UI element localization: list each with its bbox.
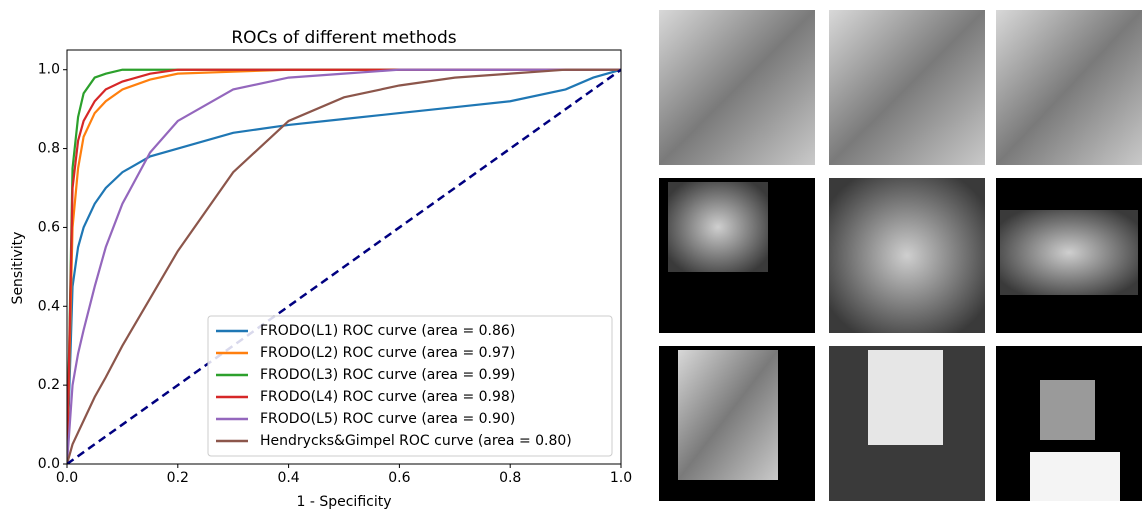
xray-image (996, 10, 1142, 165)
y-tick-label: 0.6 (38, 219, 60, 235)
x-axis-label: 1 - Specificity (296, 494, 391, 510)
xray-image (829, 178, 985, 333)
xray-detail (1000, 210, 1138, 295)
xray-image (829, 10, 985, 165)
roc-curve (67, 68, 621, 464)
legend-label: FRODO(L5) ROC curve (area = 0.90) (260, 411, 515, 427)
plot-frame (66, 49, 622, 465)
legend-label: FRODO(L2) ROC curve (area = 0.97) (260, 345, 515, 361)
y-axis-label: Sensitivity (10, 232, 26, 305)
y-tick-label: 0.2 (38, 377, 60, 393)
y-tick-label: 0.0 (38, 456, 60, 472)
xray-detail (668, 182, 768, 272)
chart-title: ROCs of different methods (231, 28, 456, 48)
x-tick-label: 0.2 (167, 470, 189, 486)
xray-detail (678, 350, 778, 480)
y-tick-label: 0.4 (38, 298, 60, 314)
xray-detail (1040, 380, 1095, 440)
x-tick-label: 0.0 (56, 470, 78, 486)
y-tick-label: 0.8 (38, 141, 60, 157)
x-tick-label: 1.0 (610, 470, 632, 486)
xray-detail (868, 350, 943, 445)
y-tick-label: 1.0 (38, 62, 60, 78)
legend-label: FRODO(L1) ROC curve (area = 0.86) (260, 323, 515, 339)
legend-label: FRODO(L4) ROC curve (area = 0.98) (260, 389, 515, 405)
xray-detail (1030, 452, 1120, 501)
legend-box (207, 315, 613, 457)
legend-label: Hendrycks&Gimpel ROC curve (area = 0.80) (260, 433, 572, 449)
x-tick-label: 0.4 (277, 470, 299, 486)
roc-curve (67, 68, 621, 464)
x-tick-label: 0.8 (499, 470, 521, 486)
legend-label: FRODO(L3) ROC curve (area = 0.99) (260, 367, 515, 383)
reference-line (67, 68, 621, 464)
xray-grid (659, 10, 1142, 501)
roc-curve (67, 68, 621, 464)
x-tick-label: 0.6 (388, 470, 410, 486)
xray-image (659, 10, 815, 165)
